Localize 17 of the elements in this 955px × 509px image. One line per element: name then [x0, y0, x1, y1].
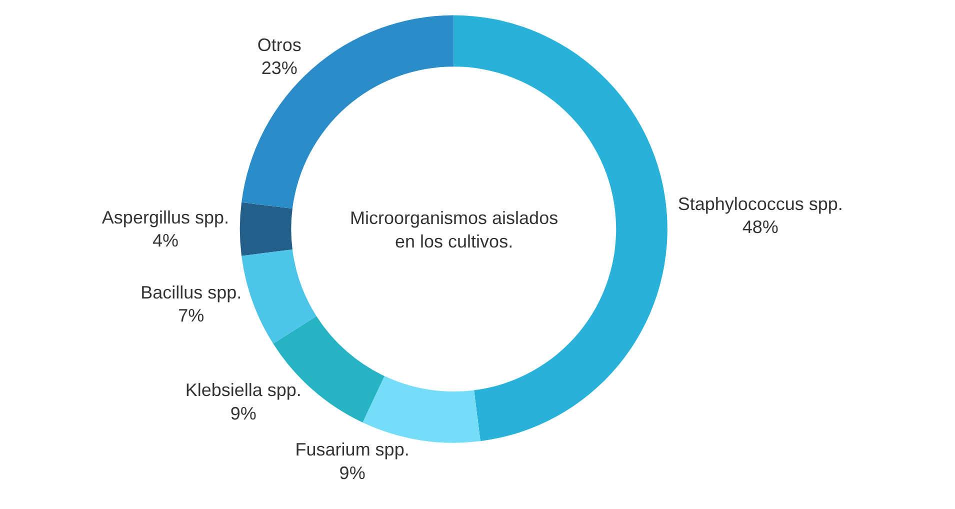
slice-label: Bacillus spp.	[140, 282, 242, 302]
data-label: 7%	[178, 306, 204, 326]
slice-label: Staphylococcus spp.	[678, 194, 843, 214]
data-label: 23%	[261, 58, 298, 78]
slice-label: Fusarium spp.	[295, 440, 410, 460]
donut-slice	[242, 15, 454, 209]
data-label: 9%	[339, 463, 366, 484]
data-label: 48%	[742, 217, 778, 238]
text: Microorganismos aislados en los cultivos.	[350, 208, 558, 252]
slice-label: Otros	[257, 34, 302, 55]
data-label: 4%	[152, 230, 178, 251]
donut-slice	[240, 202, 292, 256]
slice-label: Klebsiella spp.	[185, 380, 302, 400]
data-label: 9%	[230, 403, 256, 424]
donut-slice	[242, 249, 316, 344]
slice-label: Aspergillus spp.	[102, 207, 229, 228]
donut-slice	[362, 376, 480, 443]
